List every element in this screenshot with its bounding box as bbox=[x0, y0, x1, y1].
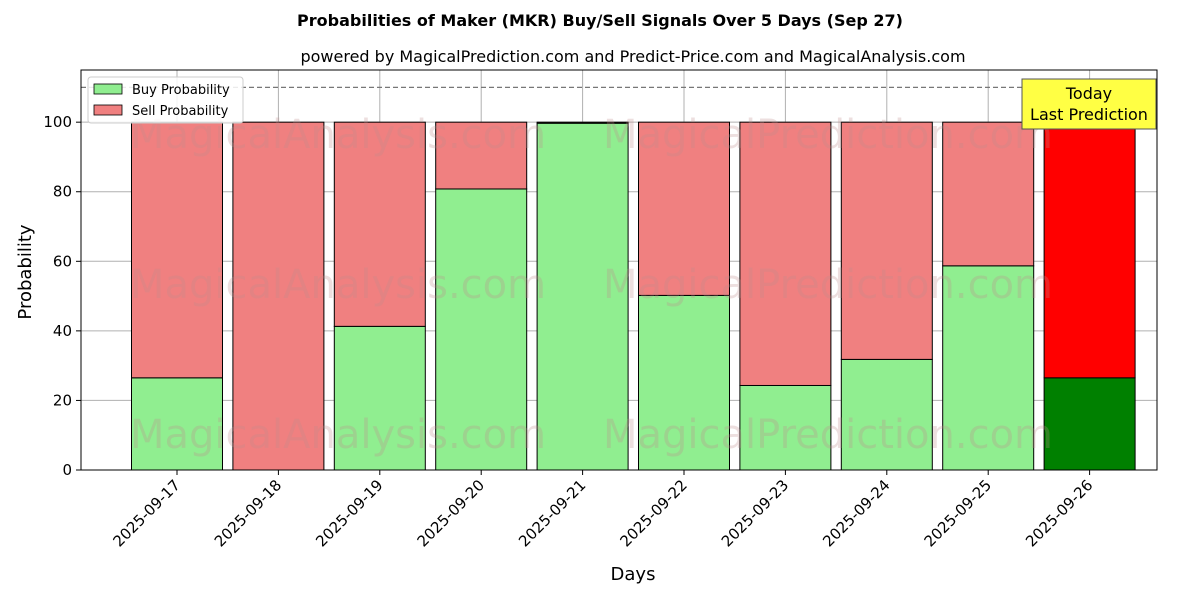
watermark-text: MagicalPrediction.com bbox=[603, 412, 1053, 458]
bar-buy-2025-09-25 bbox=[942, 265, 1035, 471]
bar-buy-2025-09-23 bbox=[739, 384, 832, 471]
bar-buy-2025-09-22 bbox=[638, 294, 730, 471]
x-axis-label: Days bbox=[611, 564, 656, 585]
today-annotation-line1: Today bbox=[1065, 84, 1112, 103]
watermark-text: MagicalPrediction.com bbox=[603, 112, 1053, 158]
bar-buy-2025-09-17 bbox=[131, 377, 223, 471]
legend-label-sell: Sell Probability bbox=[132, 104, 229, 119]
bar-sell-2025-09-17 bbox=[131, 121, 223, 379]
watermark-text: MagicalAnalysis.com bbox=[130, 262, 546, 308]
x-tick-label: 2025-09-25 bbox=[921, 476, 995, 550]
bar-sell-2025-09-22 bbox=[638, 121, 730, 296]
bar-buy-2025-09-26 bbox=[1043, 377, 1136, 471]
y-tick-label: 100 bbox=[43, 113, 72, 131]
legend-swatch-buy bbox=[93, 83, 123, 95]
legend-label-buy: Buy Probability bbox=[132, 83, 230, 98]
bar-sell-2025-09-24 bbox=[840, 121, 933, 360]
chart-subtitle: powered by MagicalPrediction.com and Pre… bbox=[300, 47, 965, 66]
legend-frame bbox=[87, 76, 244, 124]
y-tick-label: 80 bbox=[53, 183, 72, 201]
y-axis-label: Probability bbox=[15, 224, 36, 319]
y-tick-label: 20 bbox=[53, 391, 72, 409]
y-tick-label: 0 bbox=[62, 461, 72, 479]
today-annotation-line2: Last Prediction bbox=[1030, 105, 1148, 124]
plot-area-frame bbox=[80, 69, 1158, 471]
x-tick-label: 2025-09-24 bbox=[819, 476, 893, 550]
x-tick-label: 2025-09-22 bbox=[616, 476, 690, 550]
watermark-text: MagicalAnalysis.com bbox=[130, 412, 546, 458]
chart-title: Probabilities of Maker (MKR) Buy/Sell Si… bbox=[297, 11, 903, 30]
x-tick-label: 2025-09-26 bbox=[1022, 476, 1096, 550]
bar-buy-2025-09-21 bbox=[536, 122, 629, 471]
bar-sell-2025-09-20 bbox=[435, 121, 528, 190]
legend: Buy Probability Sell Probability bbox=[87, 76, 244, 124]
bar-sell-2025-09-26 bbox=[1043, 121, 1136, 379]
today-annotation: Today Last Prediction bbox=[1021, 78, 1157, 130]
y-tick-label: 40 bbox=[53, 322, 72, 340]
legend-swatch-sell bbox=[93, 104, 123, 116]
bar-buy-2025-09-20 bbox=[435, 188, 528, 471]
bar-sell-2025-09-21 bbox=[536, 121, 629, 124]
bar-sell-2025-09-25 bbox=[942, 121, 1035, 267]
x-tick-label: 2025-09-18 bbox=[211, 476, 285, 550]
x-tick-label: 2025-09-23 bbox=[718, 476, 792, 550]
x-tick-label: 2025-09-20 bbox=[414, 476, 488, 550]
x-tick-label: 2025-09-17 bbox=[109, 476, 183, 550]
bar-sell-2025-09-19 bbox=[333, 121, 426, 327]
y-tick-label: 60 bbox=[53, 252, 72, 270]
x-tick-label: 2025-09-19 bbox=[312, 476, 386, 550]
watermark-text: MagicalPrediction.com bbox=[603, 262, 1053, 308]
bar-sell-2025-09-23 bbox=[739, 121, 832, 386]
x-tick-label: 2025-09-21 bbox=[515, 476, 589, 550]
today-annotation-box bbox=[1021, 78, 1157, 130]
bar-buy-2025-09-24 bbox=[840, 358, 933, 471]
